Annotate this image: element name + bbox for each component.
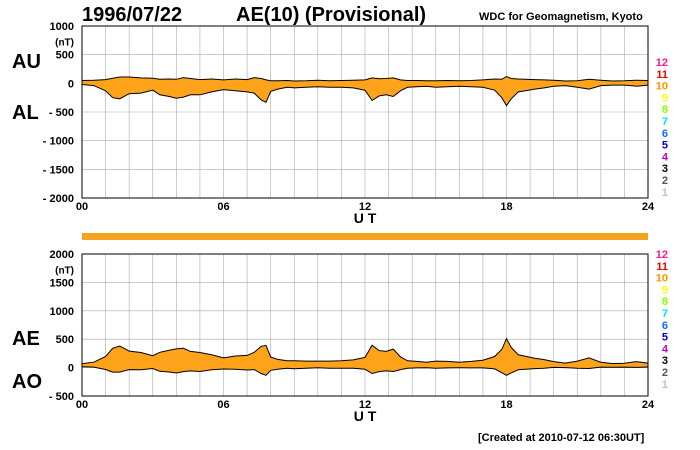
station-count-label: 9 <box>662 284 668 296</box>
y-tick-label: 500 <box>56 50 74 62</box>
station-count-label: 4 <box>662 343 669 355</box>
y-unit-label: (nT) <box>55 38 74 49</box>
index-title: AE(10) (Provisional) <box>236 4 427 26</box>
y-tick-label: 500 <box>56 334 74 346</box>
x-tick-label: 18 <box>500 399 512 411</box>
x-axis-label: U T <box>354 210 377 226</box>
station-count-label: 7 <box>662 116 668 128</box>
ao-label: AO <box>12 371 42 393</box>
station-count-label: 8 <box>662 104 668 116</box>
date-title: 1996/07/22 <box>82 4 183 26</box>
ae-ao-panel: 2000 1500 1000 500 0 - 500 (nT) 00 06 12 18 24 U T <box>49 249 655 424</box>
station-count-label: 11 <box>656 261 668 273</box>
y-tick-label: - 2000 <box>43 193 74 205</box>
series-ae-line <box>81 337 649 365</box>
station-count-label: 12 <box>656 249 668 261</box>
station-count-label: 2 <box>662 367 668 379</box>
series-al-line <box>81 84 649 107</box>
station-count-label: 5 <box>662 140 668 152</box>
x-tick-label: 00 <box>76 201 88 213</box>
station-count-label: 3 <box>662 163 668 175</box>
station-count-label: 12 <box>656 57 668 69</box>
station-count-label: 1 <box>662 187 668 199</box>
x-tick-label: 12 <box>359 399 371 411</box>
station-count-label: 4 <box>662 151 669 163</box>
station-count-label: 2 <box>662 175 668 187</box>
y-tick-label: - 1000 <box>43 136 74 148</box>
x-tick-label: 00 <box>76 399 88 411</box>
station-count-label: 9 <box>662 92 668 104</box>
plot-frame <box>81 253 649 397</box>
station-count-label: 10 <box>656 81 668 93</box>
y-tick-label: 0 <box>68 78 74 90</box>
station-count-label: 6 <box>662 128 668 140</box>
y-tick-label: - 500 <box>49 391 74 403</box>
x-tick-label: 12 <box>359 201 371 213</box>
y-tick-label: - 500 <box>49 107 74 119</box>
station-count-label: 8 <box>662 296 668 308</box>
al-label: AL <box>12 102 39 124</box>
x-tick-label: 24 <box>642 399 655 411</box>
station-count-label: 10 <box>656 273 668 285</box>
y-tick-label: 1500 <box>50 277 74 289</box>
y-tick-label: 0 <box>68 363 74 375</box>
series-au-line <box>81 75 649 82</box>
x-tick-label: 18 <box>500 201 512 213</box>
au-label: AU <box>12 51 41 73</box>
station-count-label: 7 <box>662 308 668 320</box>
station-count-label: 6 <box>662 320 668 332</box>
plot-frame <box>81 25 649 199</box>
x-axis-label: U T <box>354 408 377 424</box>
station-count-label: 1 <box>662 379 668 391</box>
y-tick-label: 1000 <box>50 306 74 318</box>
x-tick-label: 06 <box>217 201 229 213</box>
y-tick-label: - 1500 <box>43 164 74 176</box>
data-availability-bar <box>82 233 648 240</box>
au-al-panel: 1000 500 0 - 500 - 1000 - 1500 - 2000 (nT) 00 06 1… <box>43 21 655 226</box>
envelope-area <box>82 76 648 106</box>
organization-label: WDC for Geomagnetism, Kyoto <box>479 11 643 23</box>
y-tick-label: 2000 <box>50 249 74 261</box>
envelope-area <box>82 338 648 376</box>
y-tick-label: 1000 <box>50 21 74 33</box>
station-count-label: 3 <box>662 355 668 367</box>
station-count-label: 5 <box>662 332 668 344</box>
created-timestamp: [Created at 2010-07-12 06:30UT] <box>478 432 645 444</box>
x-tick-label: 06 <box>217 399 229 411</box>
y-unit-label: (nT) <box>55 265 74 276</box>
x-tick-label: 24 <box>642 201 655 213</box>
ae-label: AE <box>12 328 40 350</box>
station-count-label: 11 <box>656 69 668 81</box>
series-ao-line <box>81 366 649 376</box>
